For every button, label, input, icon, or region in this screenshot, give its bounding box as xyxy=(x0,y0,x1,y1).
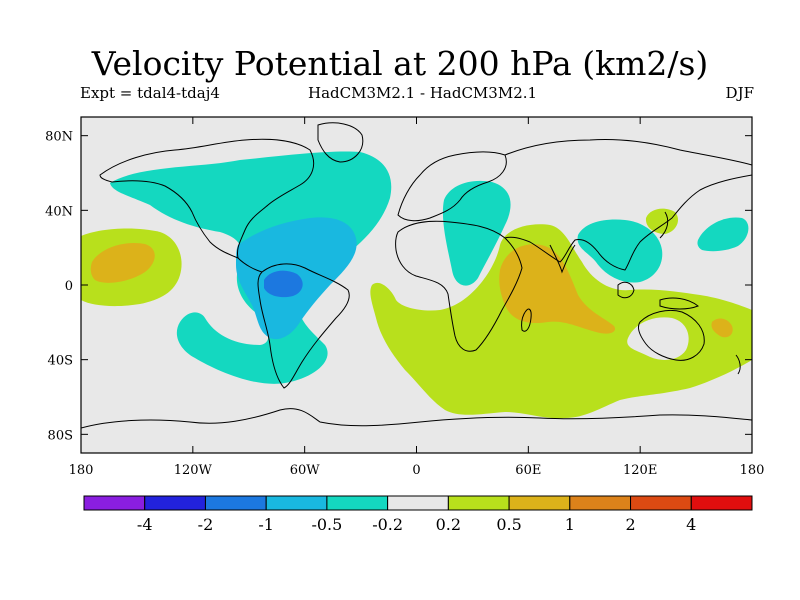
coastline-greenland xyxy=(317,122,364,163)
axis-ticks: 80N 40N 0 40S 80S 180 120W 60W 0 60E 120E 180 xyxy=(45,117,764,478)
coastline-japan xyxy=(659,211,669,239)
contour-neg-weak-africa xyxy=(442,180,511,286)
colorbar-swatch-8 xyxy=(569,495,632,511)
coastline-borneo xyxy=(617,281,635,299)
colorbar-swatch-0 xyxy=(83,495,146,511)
contour-neg-weak-northpacific xyxy=(697,217,749,252)
coastline-europe xyxy=(397,151,507,222)
contour-neg-weak-eastasia xyxy=(577,219,663,283)
lat-tick-label: 80N xyxy=(45,130,73,145)
coastline-india xyxy=(549,244,576,274)
colorbar-swatch-2 xyxy=(204,495,267,511)
colorbar-label-7: 1 xyxy=(565,515,575,534)
colorbar-swatch-7 xyxy=(508,495,571,511)
contour-neutral-australia xyxy=(627,317,689,360)
coastlines xyxy=(81,122,752,429)
colorbar-label-0: -4 xyxy=(137,515,153,534)
colorbar-label-1: -2 xyxy=(198,515,214,534)
colorbar-label-3: -0.5 xyxy=(311,515,342,534)
coastline-australia xyxy=(637,309,705,361)
lon-tick-label: 180 xyxy=(740,463,765,478)
coastline-north-america xyxy=(99,138,315,259)
coastline-asia xyxy=(504,139,752,271)
map-title: Velocity Potential at 200 hPa (km2/s) xyxy=(91,44,709,83)
model-label: HadCM3M2.1 - HadCM3M2.1 xyxy=(308,84,538,102)
lon-tick-label: 60E xyxy=(515,463,541,478)
colorbar-label-6: 0.5 xyxy=(496,515,521,534)
coastline-madagascar xyxy=(521,308,532,332)
lat-tick-label: 40N xyxy=(45,204,73,219)
colorbar-swatch-9 xyxy=(630,495,692,511)
experiment-label: Expt = tdal4-tdaj4 xyxy=(80,84,220,102)
colorbar-swatch-5 xyxy=(387,495,449,511)
lon-tick-label: 60W xyxy=(290,463,321,478)
contour-neg-strong-amazon xyxy=(264,270,303,298)
colorbar-label-4: -0.2 xyxy=(372,515,403,534)
coastline-south-america xyxy=(257,263,350,389)
lat-tick-label: 0 xyxy=(65,279,73,294)
colorbar-label-2: -1 xyxy=(258,515,274,534)
colorbar-label-8: 2 xyxy=(625,515,635,534)
lat-tick-label: 40S xyxy=(48,354,73,369)
colorbar-swatch-1 xyxy=(144,495,206,511)
colorbar: -4 -2 -1 -0.5 -0.2 0.2 0.5 1 2 4 xyxy=(83,495,753,534)
contour-pos-weak-japan xyxy=(645,208,679,234)
coastline-new-zealand xyxy=(735,354,741,375)
coastline-africa xyxy=(395,220,523,352)
contour-pos-mid-pacific xyxy=(90,242,155,283)
coastline-antarctica xyxy=(81,408,752,429)
season-label: DJF xyxy=(725,84,754,102)
coastline-new-guinea xyxy=(659,297,699,310)
colorbar-swatch-4 xyxy=(326,495,389,511)
colorbar-swatch-3 xyxy=(265,495,328,511)
colorbar-swatch-6 xyxy=(447,495,510,511)
lon-tick-label: 120W xyxy=(174,463,213,478)
lon-tick-label: 0 xyxy=(412,463,420,478)
coastline-central-america xyxy=(237,257,263,273)
colorbar-label-5: 0.2 xyxy=(436,515,461,534)
lon-tick-label: 180 xyxy=(69,463,94,478)
colorbar-label-9: 4 xyxy=(686,515,696,534)
contour-pos-mid-australia xyxy=(711,318,733,338)
colorbar-swatch-10 xyxy=(690,495,753,511)
lon-tick-label: 120E xyxy=(623,463,657,478)
lat-tick-label: 80S xyxy=(48,428,73,443)
contour-pos-mid-indian xyxy=(499,244,616,334)
